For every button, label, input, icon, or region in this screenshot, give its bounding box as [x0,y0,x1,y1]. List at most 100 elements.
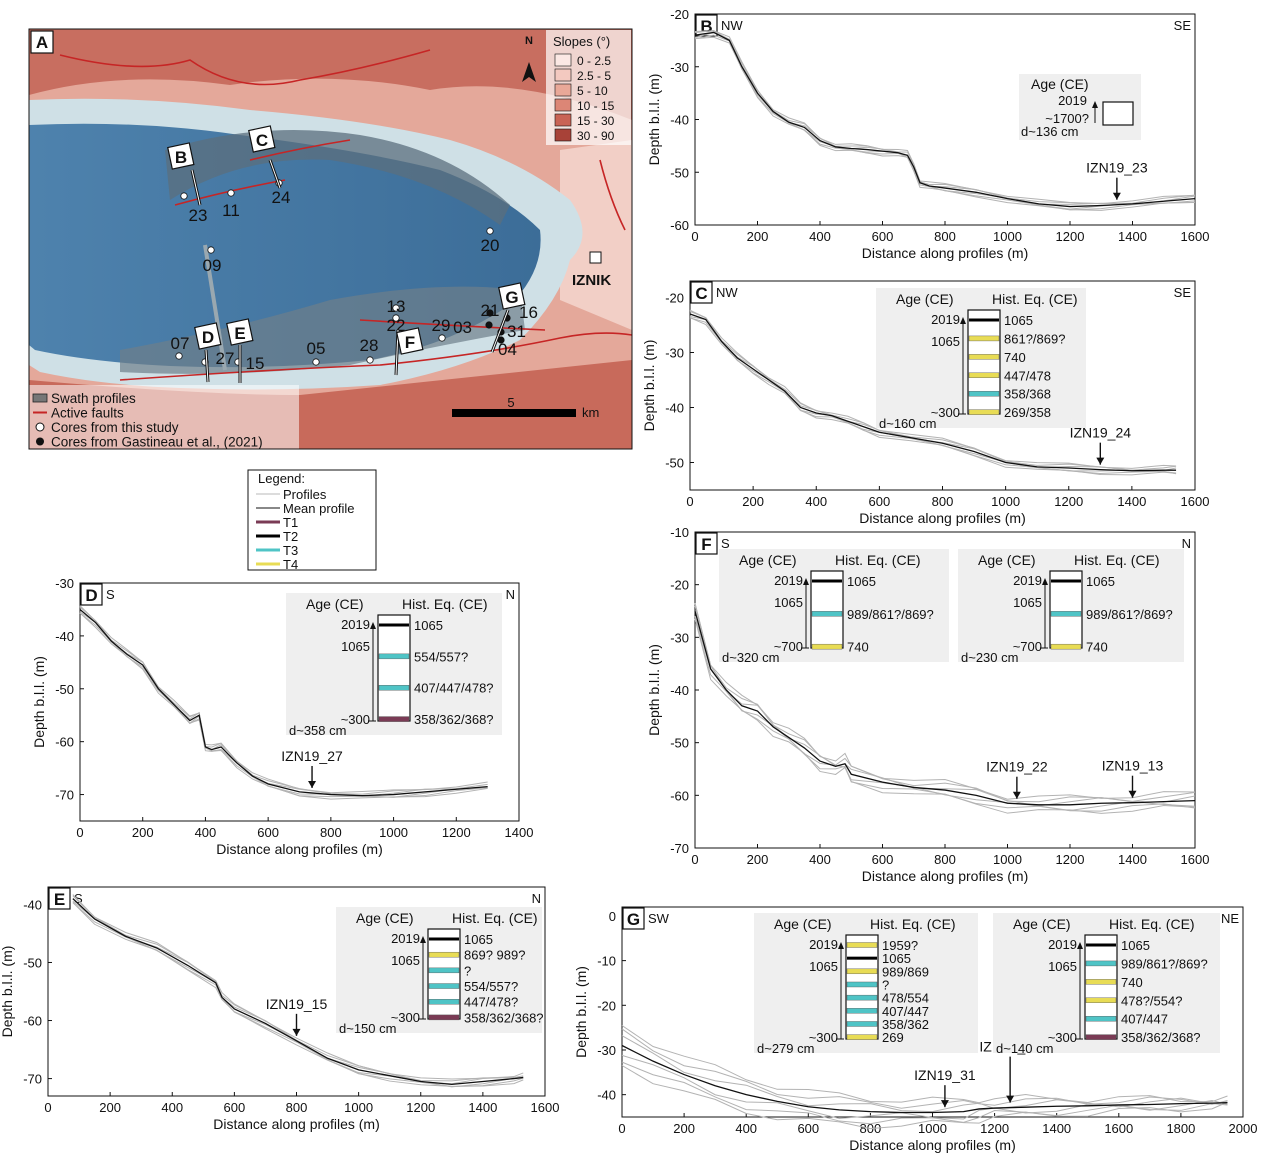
trace-legend-label: T1 [283,515,298,530]
inset-hist-header: Hist. Eq. (CE) [870,916,956,932]
event-label: 989/861?/869? [1121,956,1208,971]
inset-hist-header: Hist. Eq. (CE) [1074,552,1160,568]
x-tick-label: 400 [735,1121,757,1136]
core-site-label: 15 [246,354,265,373]
core-log-inset: Age (CE)2019~1700?d~136 cm [1019,74,1141,140]
event-label: 1065 [464,932,493,947]
inset-age-mid: 1065 [341,639,370,654]
event-layer [1086,1016,1116,1021]
x-tick-label: 1400 [505,825,534,840]
x-tick-label: 600 [872,852,894,867]
core-site-label: 05 [307,339,326,358]
slope-class-label: 5 - 10 [577,84,608,98]
x-tick-label: 800 [286,1100,308,1115]
core-site-marker [228,190,234,196]
inset-age-header: Age (CE) [1031,76,1089,92]
slope-class-label: 2.5 - 5 [577,69,611,83]
panel-label-a: A [36,33,48,52]
y-tick-label: -10 [670,525,689,540]
event-layer [1086,979,1116,984]
event-layer [429,938,459,941]
event-layer [1051,644,1081,649]
trace-legend: Legend: ProfilesMean profileT1T2T3T4 [248,470,376,572]
inset-core-column [378,615,410,721]
core-arrow-head [1129,791,1137,798]
x-tick-label: 0 [686,494,693,509]
event-label: 358/368 [1004,387,1051,402]
y-tick-label: -20 [665,291,684,306]
event-layer [429,968,459,973]
x-tick-label: 600 [224,1100,246,1115]
event-layer [969,391,999,396]
x-tick-label: 200 [742,494,764,509]
event-layer [1086,961,1116,966]
town-label: IZNIK [572,272,611,289]
event-layer [379,624,409,627]
core-label: IZN19_27 [281,748,343,764]
x-tick-label: 1200 [442,825,471,840]
inset-age-top: 2019 [1058,93,1087,108]
core-log-inset: Age (CE) Hist. Eq. (CE) 2019 1065 ~700d~230 … [958,549,1184,665]
core-site-marker [313,359,319,365]
core-label: IZN19_22 [986,759,1048,775]
map-legend-label: Active faults [51,406,124,421]
x-tick-label: 600 [257,825,279,840]
x-tick-label: 1600 [531,1100,560,1115]
profile-tag-label: B [175,148,187,167]
x-tick-label: 1000 [379,825,408,840]
inset-age-top: 2019 [391,931,420,946]
x-tick-label: 200 [99,1100,121,1115]
x-tick-label: 1000 [993,229,1022,244]
direction-label-left: S [106,587,115,602]
slope-swatch [555,114,571,126]
inset-depth: d~358 cm [289,723,346,738]
x-tick-label: 1000 [344,1100,373,1115]
core-log-inset: Age (CE) Hist. Eq. (CE)20191065~300d~358 … [286,593,502,738]
inset-depth: d~150 cm [339,1021,396,1036]
event-layer [969,373,999,378]
y-tick-label: -30 [55,576,74,591]
inset-age-mid: 1065 [809,959,838,974]
inset-age-header: Age (CE) [356,910,414,926]
direction-label-right: SE [1174,18,1192,33]
core-site-label: 31 [507,322,526,341]
slope-swatch [555,69,571,81]
slope-swatch [555,99,571,111]
direction-label-right: NE [1221,911,1239,926]
y-tick-label: -50 [55,682,74,697]
slope-class-label: 30 - 90 [577,129,615,143]
event-layer [812,644,842,649]
event-layer [1051,611,1081,616]
core-site-label: 11 [222,201,240,220]
core-site-label: 09 [203,256,222,275]
direction-label-right: N [532,891,541,906]
core-label: IZN19_31 [914,1067,976,1083]
core-label: IZN19_15 [266,996,328,1012]
y-tick-label: -20 [597,998,616,1013]
chart-panel-d: 0 200 400 600 800 1000 1200 1400-70-60-50-40-30… [31,576,533,857]
x-tick-label: 800 [932,494,954,509]
inset-hist-header: Hist. Eq. (CE) [835,552,921,568]
inset-depth: d~136 cm [1021,124,1078,139]
event-layer [379,717,409,722]
x-tick-label: 400 [805,494,827,509]
y-axis-label: Depth b.l.l. (m) [0,946,15,1038]
inset-age-header: Age (CE) [774,916,832,932]
x-tick-label: 1200 [1056,229,1085,244]
core-arrow-head [1113,193,1121,200]
x-tick-label: 1400 [1118,229,1147,244]
core-site-marker [181,193,187,199]
x-tick-label: 200 [132,825,154,840]
x-axis-label: Distance along profiles (m) [862,868,1029,884]
core-arrow-head [308,781,316,788]
panel-label: C [695,284,707,303]
chart-panel-g: 0 200 400 600 800 1000 1200 1400 1600 1800 2000-40… [573,907,1257,1153]
inset-age-mid: 1065 [1013,595,1042,610]
y-tick-label: -40 [670,113,689,128]
x-tick-label: 1400 [1042,1121,1071,1136]
slope-swatch [555,84,571,96]
x-axis-label: Distance along profiles (m) [213,1116,380,1132]
event-layer [379,654,409,659]
event-label: 358/362/368? [1121,1030,1201,1045]
event-layer [969,336,999,341]
